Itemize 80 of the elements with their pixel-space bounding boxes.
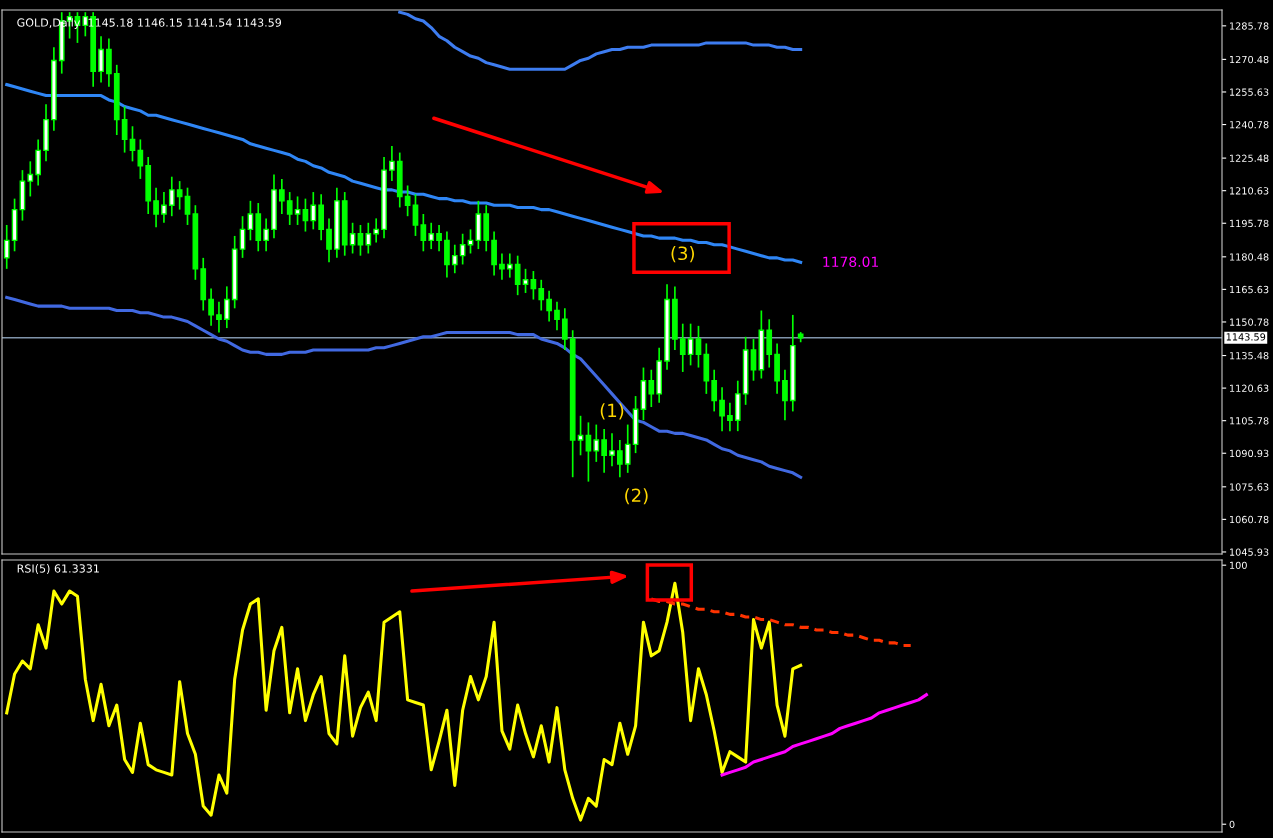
candlestick [176,180,183,211]
y-tick-label: 1240.78 [1230,121,1269,129]
candlestick [278,178,285,215]
candlestick [687,322,694,367]
candlestick [506,252,513,279]
candlestick [168,175,175,218]
y-tick-label: 1060.78 [1230,515,1269,524]
y-tick-label: 1285.78 [1230,22,1269,30]
y-tick-label: 1120.63 [1230,384,1269,392]
candlestick [326,217,332,264]
y-tick-label: 1195.78 [1230,219,1269,228]
candlestick [153,186,159,228]
candlestick [727,401,733,432]
y-tick-label: 1135.48 [1230,352,1269,360]
candlestick [585,421,592,483]
candlestick [389,145,395,182]
chart-title: RSI(5) 61.3331 [17,564,99,574]
y-tick-label: 1225.48 [1230,154,1269,162]
candlestick [459,232,466,266]
line-series [5,83,803,264]
candlestick [561,307,568,351]
candlestick [161,191,167,224]
candlestick [601,428,607,474]
candlestick [577,414,584,457]
y-tick-label: 1255.63 [1230,88,1269,96]
line-series [5,295,803,479]
candlestick [184,186,191,226]
candlestick [451,243,458,275]
annotation: (3) [671,246,694,263]
candlestick [554,300,560,332]
candlestick [436,224,442,253]
candlestick [782,368,788,422]
y-tick-label: 100 [1230,561,1247,570]
candlestick [593,423,600,463]
candlestick [514,254,521,296]
candlestick [310,191,317,231]
candlestick [365,221,372,255]
annotation: 1178.01 [823,256,878,267]
candlestick [499,252,505,281]
candlestick [247,200,254,242]
candlestick [609,432,615,468]
candlestick [695,325,702,369]
candlestick [711,368,718,413]
y-tick-label: 1270.48 [1230,55,1269,64]
candlestick [679,322,686,373]
candlestick [3,224,10,270]
y-tick-label: 1150.78 [1230,318,1269,326]
y-tick-label: 1090.93 [1230,449,1269,458]
candlestick [522,268,529,294]
y-tick-label: 1210.63 [1230,187,1269,195]
y-tick-label: 1180.48 [1230,253,1269,261]
candlestick [428,221,435,250]
candlestick [216,300,222,334]
candlestick [719,386,725,432]
candlestick [263,217,269,253]
annotation: (1) [600,403,624,420]
line-series [5,581,803,822]
candlestick [208,287,214,327]
candlestick [538,278,545,312]
candlestick [27,160,34,198]
candlestick [137,138,144,180]
line-series [720,693,928,777]
candlestick [286,191,293,226]
candlestick [617,439,623,479]
y-tick-label: 1075.63 [1230,483,1269,491]
candlestick [546,289,552,323]
line-series [398,10,803,71]
candlestick [373,217,380,244]
candlestick [223,285,230,329]
annotation: (2) [625,488,648,505]
candlestick [624,423,631,474]
ref-line-label: 1143.59 [1226,333,1266,341]
candlestick [98,35,104,84]
candlestick [420,213,427,253]
candlestick [294,195,301,226]
y-tick-label: 0 [1229,820,1235,829]
y-tick-label: 1165.63 [1230,285,1269,294]
candlestick [648,368,655,408]
y-tick-label: 1045.93 [1230,548,1269,556]
y-tick-label: 1105.78 [1230,417,1269,425]
